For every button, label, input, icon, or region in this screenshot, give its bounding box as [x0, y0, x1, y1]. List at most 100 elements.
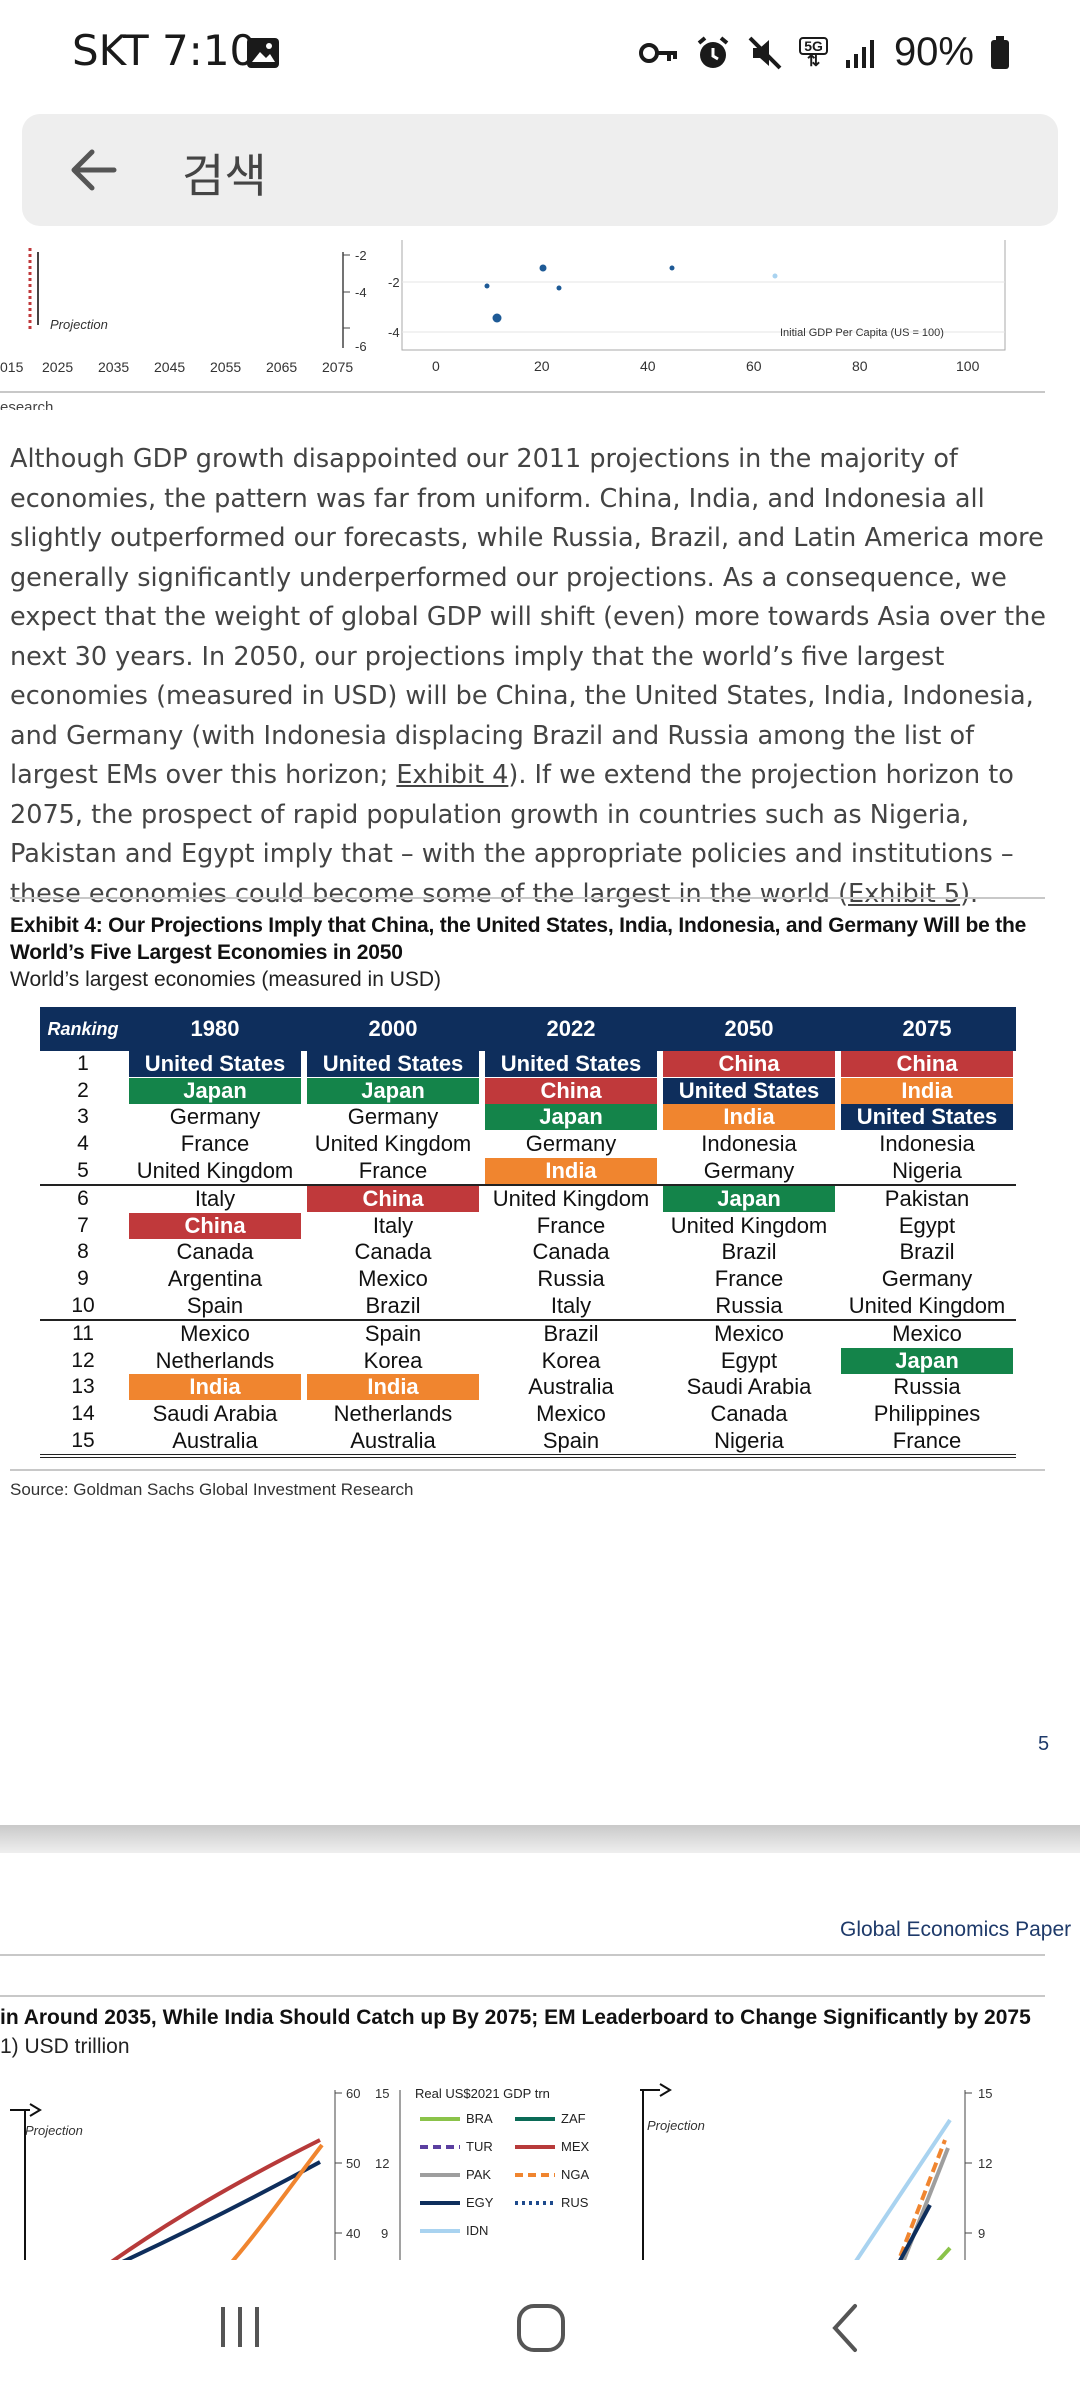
navigation-bar	[0, 2262, 1080, 2400]
country-cell: Russia	[660, 1292, 838, 1321]
country-cell: Saudi Arabia	[686, 1374, 812, 1400]
divider	[10, 1469, 1045, 1471]
country-cell: Indonesia	[701, 1131, 797, 1157]
body-paragraph: Although GDP growth disappointed our 201…	[10, 440, 1070, 914]
divider	[10, 897, 1045, 899]
legend-label: MEX	[561, 2139, 590, 2154]
x-tick: 40	[640, 358, 656, 374]
country-cell: France	[304, 1157, 482, 1186]
battery-icon	[991, 35, 1009, 69]
highlighted-country-cell: Japan	[660, 1185, 838, 1213]
highlighted-country-cell: China	[660, 1051, 838, 1078]
country-label: China	[663, 1051, 835, 1078]
table-row: 7 China Italy France United Kingdom Egypt	[40, 1212, 1016, 1240]
highlighted-country-cell: India	[660, 1104, 838, 1131]
rank-cell: 8	[77, 1240, 89, 1264]
axis-tick: 15	[375, 2086, 389, 2101]
country-cell: Australia	[126, 1427, 304, 1458]
rank-cell: 1	[77, 1052, 89, 1076]
country-cell: Germany	[347, 1104, 439, 1130]
exhibit-5-subtitle: 1) USD trillion	[0, 2035, 130, 2058]
x-tick: 80	[852, 358, 868, 374]
country-cell: Germany	[525, 1131, 617, 1157]
axis-tick: -4	[388, 325, 400, 340]
legend-label: EGY	[466, 2195, 494, 2210]
search-bar[interactable]: 검색	[22, 114, 1058, 226]
country-cell: Mexico	[536, 1401, 606, 1427]
country-cell: Saudi Arabia	[152, 1401, 278, 1427]
highlighted-country-cell: Japan	[838, 1347, 1016, 1375]
gallery-notification-icon	[247, 38, 279, 68]
legend-label: TUR	[466, 2139, 493, 2154]
legend-label: PAK	[466, 2167, 491, 2182]
year-tick: 2035	[98, 359, 129, 375]
table-row: 9 Argentina Mexico Russia France Germany	[40, 1266, 1016, 1293]
country-cell: United Kingdom	[492, 1186, 650, 1212]
rank-cell: 5	[40, 1157, 126, 1186]
header-ranking: Ranking	[40, 1007, 126, 1051]
country-label: Japan	[307, 1077, 479, 1104]
source-fragment: esearch	[0, 399, 53, 410]
country-label: Japan	[129, 1077, 301, 1104]
exhibit-5-link[interactable]: Exhibit 5	[848, 878, 961, 909]
country-label: United States	[663, 1077, 835, 1104]
country-cell: United Kingdom	[670, 1212, 828, 1238]
legend-label: BRA	[466, 2111, 493, 2126]
country-cell: Italy	[372, 1212, 414, 1238]
axis-tick: 9	[381, 2226, 388, 2241]
country-cell: Brazil	[721, 1239, 777, 1265]
country-label: India	[129, 1374, 301, 1401]
highlighted-country-cell: United States	[304, 1051, 482, 1078]
country-cell: Germany	[660, 1157, 838, 1186]
axis-tick: -4	[355, 285, 367, 300]
exhibit-subtitle: World’s largest economies (measured in U…	[10, 968, 442, 991]
table-header-row: Ranking 1980 2000 2022 2050 2075	[40, 1007, 1016, 1051]
alarm-icon	[697, 35, 729, 68]
divider	[0, 1954, 1045, 1956]
year-tick: 2055	[210, 359, 241, 375]
header-year: 1980	[126, 1007, 304, 1051]
country-cell: Mexico	[714, 1321, 784, 1347]
header-year: 2000	[304, 1007, 482, 1051]
home-button[interactable]	[515, 2302, 567, 2354]
year-tick: 2045	[154, 359, 185, 375]
scatter-points	[484, 264, 778, 323]
country-cell: Brazil	[304, 1292, 482, 1321]
status-bar: SKT 7:10 5G ⇅ 90%	[0, 0, 1080, 105]
axis-tick: -6	[355, 339, 367, 354]
recent-apps-button[interactable]	[215, 2302, 265, 2352]
country-cell: Korea	[363, 1347, 423, 1373]
country-cell: Brazil	[543, 1321, 599, 1347]
country-cell: France	[536, 1212, 606, 1238]
highlighted-country-cell: Japan	[126, 1077, 304, 1105]
country-cell: Australia	[528, 1374, 614, 1400]
document-view[interactable]: Projection -2 -4 -6 015 2025 2035 2045 2…	[0, 240, 1080, 2260]
top-partial-chart: Projection -2 -4 -6 015 2025 2035 2045 2…	[0, 240, 1045, 410]
country-label: China	[307, 1186, 479, 1213]
rank-cell: 3	[77, 1105, 89, 1129]
table-row: 12 Netherlands Korea Korea Egypt Japan	[40, 1347, 1016, 1375]
country-cell: Netherlands	[333, 1401, 453, 1427]
back-button[interactable]	[825, 2302, 865, 2354]
country-cell: Philippines	[873, 1401, 981, 1427]
country-label: China	[129, 1212, 301, 1239]
exhibit-4-link[interactable]: Exhibit 4	[396, 760, 509, 790]
country-cell: Korea	[541, 1347, 601, 1373]
table-row: 8 Canada Canada Canada Brazil Brazil	[40, 1239, 1016, 1266]
highlighted-country-cell: India	[304, 1374, 482, 1401]
country-cell: Indonesia	[879, 1131, 975, 1157]
country-cell: Spain	[126, 1292, 304, 1321]
country-cell: Canada	[176, 1239, 254, 1265]
status-icons: 5G ⇅ 90%	[639, 30, 1010, 75]
country-cell: Nigeria	[838, 1157, 1016, 1186]
header-year: 2022	[482, 1007, 660, 1051]
rank-cell: 4	[77, 1132, 89, 1156]
highlighted-country-cell: United States	[126, 1051, 304, 1078]
back-arrow-icon[interactable]	[64, 140, 124, 200]
axis-tick: 12	[978, 2156, 992, 2171]
legend-label: ZAF	[561, 2111, 586, 2126]
year-tick: 2025	[42, 359, 73, 375]
search-label[interactable]: 검색	[182, 149, 267, 203]
country-cell: Spain	[364, 1321, 422, 1347]
highlighted-country-cell: China	[126, 1212, 304, 1240]
